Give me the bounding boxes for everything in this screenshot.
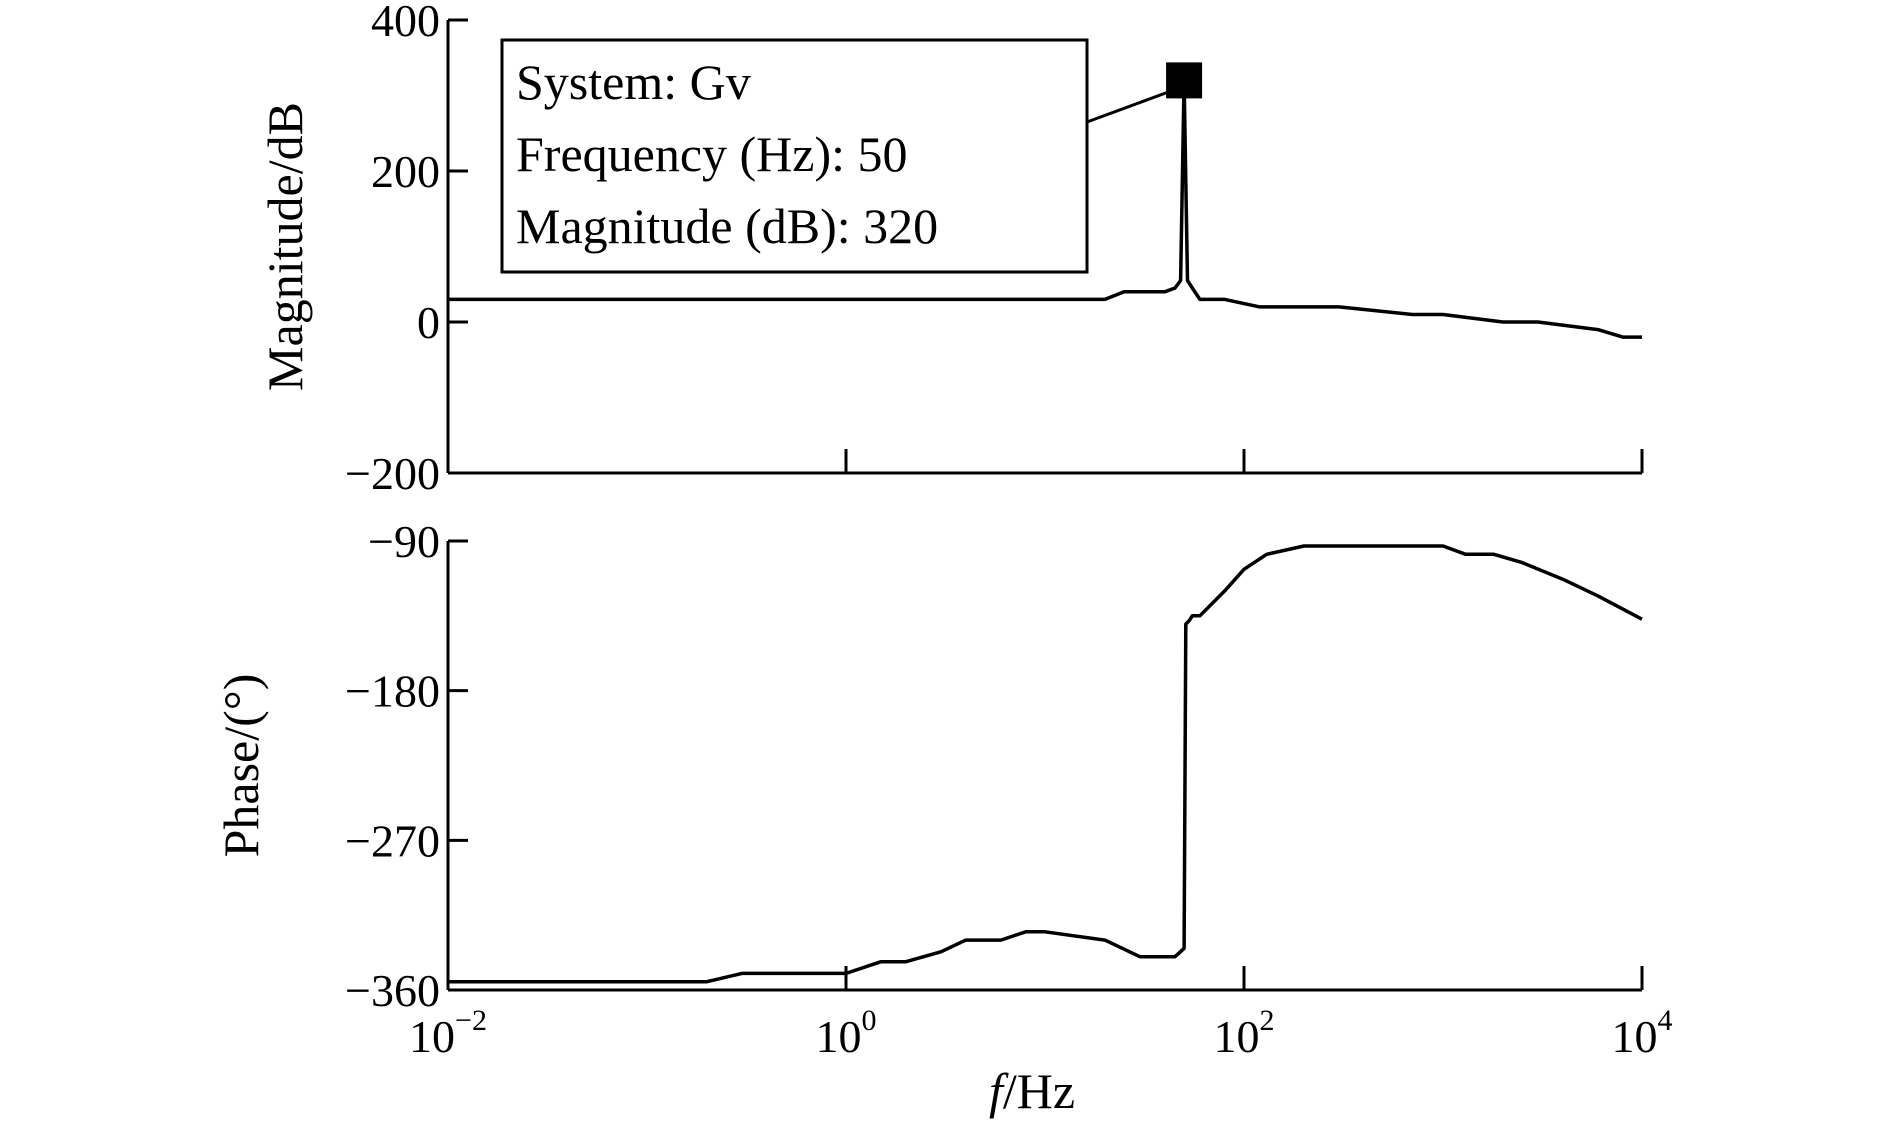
magnitude-series-line — [448, 78, 1642, 339]
phase-y-tick-label: −360 — [345, 965, 440, 1016]
phase-y-axis-label: Phase/(°) — [213, 674, 269, 858]
magnitude-panel: −200 0 200 400 Magnitude/dB — [257, 0, 1644, 499]
phase-y-tick-label: −270 — [345, 815, 440, 866]
magnitude-y-tick-label: −200 — [345, 448, 440, 499]
x-tick-label: 102 — [1214, 1004, 1275, 1062]
magnitude-y-tick-label: 0 — [417, 297, 440, 348]
x-tick-label: 104 — [1612, 1004, 1673, 1062]
phase-series-line — [448, 544, 1643, 984]
data-tip-marker — [1166, 62, 1203, 99]
x-tick-label: 10−2 — [409, 1004, 487, 1062]
data-tip-leader — [1086, 86, 1179, 124]
phase-y-tick-label: −180 — [345, 666, 440, 717]
data-tip-line: Frequency (Hz): 50 — [516, 126, 908, 182]
x-axis-tick-labels: 10−2 100 102 104 — [409, 1004, 1672, 1062]
magnitude-y-tick-label: 200 — [371, 146, 440, 197]
magnitude-y-axis-label: Magnitude/dB — [257, 102, 313, 391]
data-tip-line: System: Gv — [516, 54, 751, 110]
x-axis-label: f/Hz — [989, 1063, 1075, 1119]
phase-panel: −360 −270 −180 −90 Phase/(°) — [213, 516, 1644, 1016]
magnitude-y-tick-label: 400 — [371, 0, 440, 46]
x-tick-label: 100 — [816, 1004, 877, 1062]
phase-y-tick-label: −90 — [368, 516, 440, 567]
data-tip-box — [500, 38, 1089, 274]
data-tip-line: Magnitude (dB): 320 — [516, 198, 938, 254]
data-tip: System: Gv Frequency (Hz): 50 Magnitude (d… — [500, 38, 1203, 274]
